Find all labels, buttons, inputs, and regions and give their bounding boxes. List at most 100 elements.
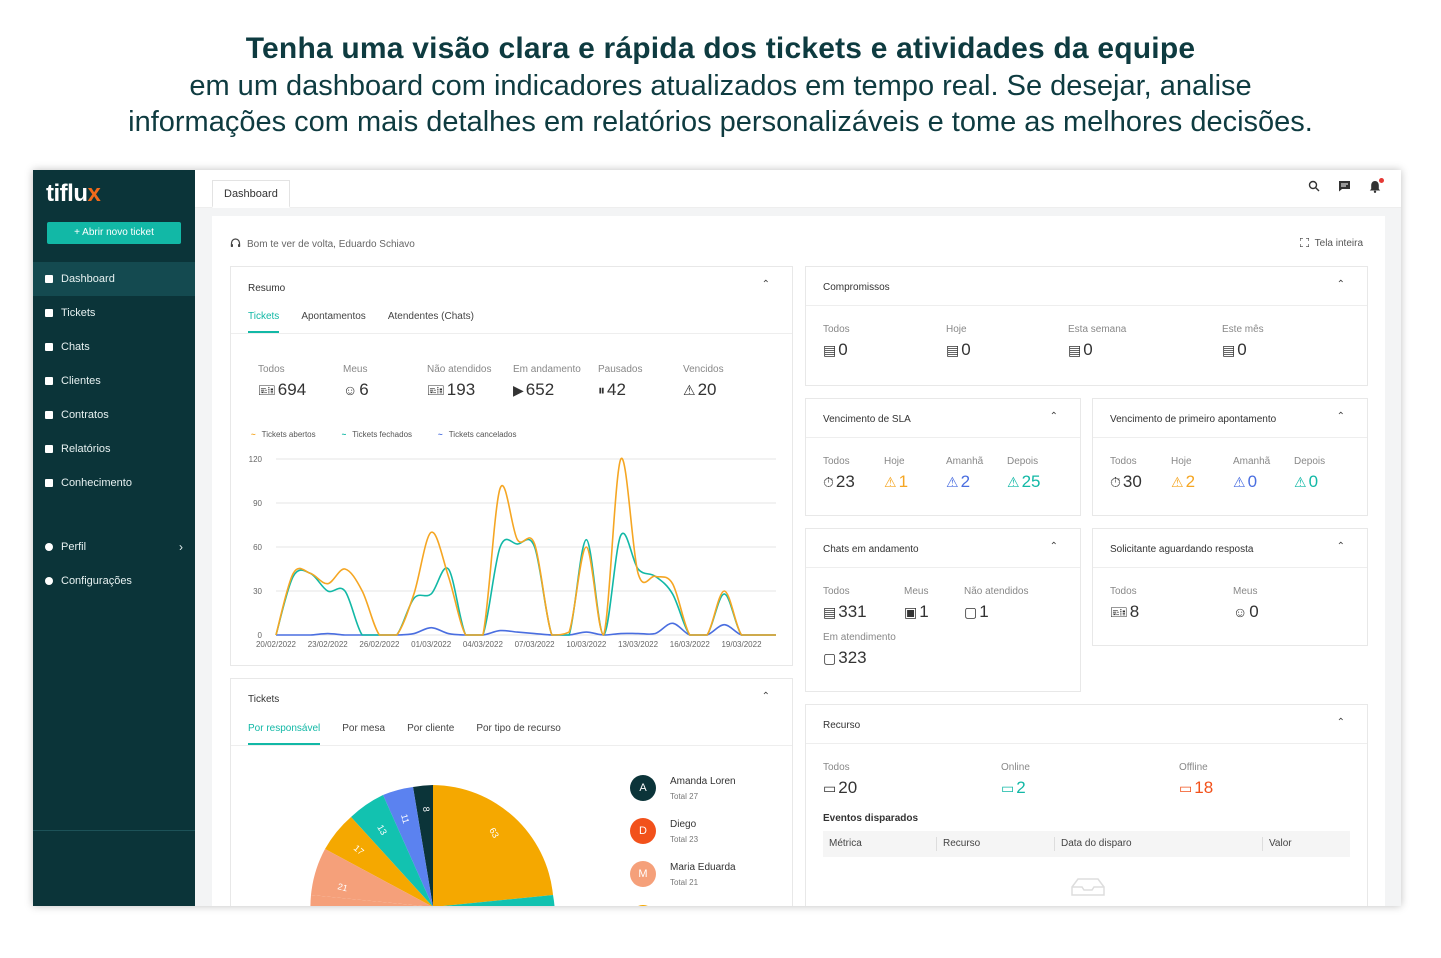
person-amanda[interactable]: A Amanda Loren Total 27 xyxy=(630,775,736,801)
resumo-title: Resumo xyxy=(248,283,286,294)
devices-icon: ▭ xyxy=(823,779,837,796)
chart-legend: ~ Tickets abertos ~ Tickets fechados ~ Tick… xyxy=(251,430,516,439)
x-tick-label: 20/02/2022 xyxy=(256,640,297,649)
sidebar-item-relatorios[interactable]: Relatórios xyxy=(33,432,195,466)
col-metrica[interactable]: Métrica xyxy=(823,837,937,851)
fullscreen-button[interactable]: Tela inteira xyxy=(1299,237,1363,249)
sidebar-divider xyxy=(33,830,195,831)
stat-em-andamento[interactable]: Em andamento ▶︎ 652 xyxy=(513,364,581,399)
legend-fechados[interactable]: ~ Tickets fechados xyxy=(341,430,413,439)
tab-por-mesa[interactable]: Por mesa xyxy=(342,723,386,734)
chevron-up-icon[interactable]: ⌃ xyxy=(1336,717,1345,728)
tab-por-cliente[interactable]: Por cliente xyxy=(407,723,455,734)
search-icon[interactable] xyxy=(1308,180,1320,196)
pie-slice-green xyxy=(443,895,555,906)
compromissos-mes[interactable]: Este mês ▤ 0 xyxy=(1222,324,1264,359)
legend-cancelados[interactable]: ~ Tickets cancelados xyxy=(438,430,517,439)
pie-label-8: 8 xyxy=(421,806,431,812)
chevron-up-icon[interactable]: ⌃ xyxy=(1336,541,1345,552)
stat-meus[interactable]: Meus ☺︎ 6 xyxy=(343,364,369,399)
tab-tickets[interactable]: Tickets xyxy=(248,311,280,333)
solicitante-card: Solicitante aguardando resposta ⌃ Todos 🎫… xyxy=(1092,528,1368,646)
tab-dashboard[interactable]: Dashboard xyxy=(212,180,290,208)
chevron-up-icon[interactable]: ⌃ xyxy=(761,691,770,702)
sidebar-item-perfil[interactable]: Perfil › xyxy=(33,530,195,564)
message-icon[interactable] xyxy=(1338,180,1351,196)
tab-por-responsavel[interactable]: Por responsável xyxy=(248,723,321,745)
person-diego[interactable]: D Diego Total 23 xyxy=(630,818,698,844)
series-line-tickets-cancelados xyxy=(276,622,776,636)
sidebar-item-conhecimento[interactable]: Conhecimento xyxy=(33,466,195,500)
chats-em-atendimento[interactable]: Em atendimento ▢ 323 xyxy=(823,632,896,667)
sidebar-item-chats[interactable]: Chats xyxy=(33,330,195,364)
legend-abertos[interactable]: ~ Tickets abertos xyxy=(251,430,316,439)
warning-icon: ⚠︎ xyxy=(1007,473,1020,490)
new-ticket-button[interactable]: + Abrir novo ticket xyxy=(47,222,181,244)
compromissos-todos[interactable]: Todos ▤ 0 xyxy=(823,324,850,359)
sidebar-item-tickets[interactable]: Tickets xyxy=(33,296,195,330)
y-tick-label: 0 xyxy=(258,631,263,640)
hero-banner: Tenha uma visão clara e rápida dos ticke… xyxy=(0,30,1441,140)
stat-todos[interactable]: Todos 🎫︎ 694 xyxy=(258,364,307,399)
primeiro-depois[interactable]: Depois ⚠︎ 0 xyxy=(1294,456,1326,491)
chevron-up-icon[interactable]: ⌃ xyxy=(1336,411,1345,422)
recurso-todos[interactable]: Todos ▭ 20 xyxy=(823,762,858,797)
chats-meus[interactable]: Meus ▣ 1 xyxy=(904,586,929,621)
app-window: tiflux + Abrir novo ticket Dashboard Tic… xyxy=(33,170,1401,906)
warning-icon: ⚠︎ xyxy=(884,473,897,490)
stat-pausados[interactable]: Pausados ⏸︎ 42 xyxy=(598,364,643,399)
chevron-up-icon[interactable]: ⌃ xyxy=(1336,279,1345,290)
user-circle-icon: ☺︎ xyxy=(343,382,358,398)
sla-amanha[interactable]: Amanhã ⚠︎ 2 xyxy=(946,456,984,491)
topbar: Dashboard xyxy=(195,170,1401,208)
chats-nao-atendidos[interactable]: Não atendidos ▢ 1 xyxy=(964,586,1029,621)
primeiro-hoje[interactable]: Hoje ⚠︎ 2 xyxy=(1171,456,1196,491)
col-recurso[interactable]: Recurso xyxy=(937,837,1055,851)
solicitante-meus[interactable]: Meus ☺︎ 0 xyxy=(1233,586,1259,621)
sla-title: Vencimento de SLA xyxy=(823,414,911,425)
solicitante-todos[interactable]: Todos 🎫︎ 8 xyxy=(1110,586,1140,621)
avatar: A xyxy=(630,775,656,801)
primeiro-amanha[interactable]: Amanhã ⚠︎ 0 xyxy=(1233,456,1271,491)
avatar xyxy=(630,905,656,906)
sla-depois[interactable]: Depois ⚠︎ 25 xyxy=(1007,456,1041,491)
chevron-right-icon: › xyxy=(179,540,183,554)
sidebar-item-configuracoes[interactable]: Configurações xyxy=(33,564,195,598)
col-valor[interactable]: Valor xyxy=(1269,838,1292,849)
user-circle-icon: ☺︎ xyxy=(1233,604,1248,620)
hero-line-2: informações com mais detalhes em relatór… xyxy=(128,106,1313,138)
stat-vencidos[interactable]: Vencidos ⚠︎ 20 xyxy=(683,364,724,399)
tab-por-tipo-recurso[interactable]: Por tipo de recurso xyxy=(476,723,561,734)
pie-slice-63 xyxy=(433,785,553,906)
sidebar-item-contratos[interactable]: Contratos xyxy=(33,398,195,432)
sla-todos[interactable]: Todos ⏱︎ 23 xyxy=(823,456,855,491)
gear-icon xyxy=(45,577,53,585)
compromissos-hoje[interactable]: Hoje ▤ 0 xyxy=(946,324,971,359)
chats-card: Chats em andamento ⌃ Todos ▤ 331 Meus ▣ 1 Nã… xyxy=(805,528,1081,692)
primeiro-title: Vencimento de primeiro apontamento xyxy=(1110,414,1277,425)
stat-nao-atendidos[interactable]: Não atendidos 🎫︎ 193 xyxy=(427,364,492,399)
sla-hoje[interactable]: Hoje ⚠︎ 1 xyxy=(884,456,909,491)
recurso-title: Recurso xyxy=(823,720,861,731)
tab-apontamentos[interactable]: Apontamentos xyxy=(301,311,366,322)
x-tick-label: 23/02/2022 xyxy=(308,640,349,649)
sidebar-item-clientes[interactable]: Clientes xyxy=(33,364,195,398)
primeiro-todos[interactable]: Todos ⏱︎ 30 xyxy=(1110,456,1142,491)
chevron-up-icon[interactable]: ⌃ xyxy=(1049,541,1058,552)
warning-icon: ⚠︎ xyxy=(1171,473,1184,490)
chats-todos[interactable]: Todos ▤ 331 xyxy=(823,586,867,621)
bell-icon[interactable] xyxy=(1369,178,1384,196)
col-data-disparo[interactable]: Data do disparo xyxy=(1055,837,1263,851)
headset-icon xyxy=(230,238,241,247)
sidebar-item-dashboard[interactable]: Dashboard xyxy=(33,262,195,296)
series-line-tickets-fechados xyxy=(275,532,776,636)
x-tick-label: 13/03/2022 xyxy=(618,640,659,649)
person-maria[interactable]: M Maria Eduarda Total 21 xyxy=(630,861,736,887)
recurso-online[interactable]: Online ▭ 2 xyxy=(1001,762,1030,797)
tab-atendentes[interactable]: Atendentes (Chats) xyxy=(387,311,474,322)
recurso-offline[interactable]: Offline ▭ 18 xyxy=(1179,762,1214,797)
pie-label-21: 21 xyxy=(336,881,348,893)
chevron-up-icon[interactable]: ⌃ xyxy=(1049,411,1058,422)
compromissos-semana[interactable]: Esta semana ▤ 0 xyxy=(1068,324,1127,359)
chevron-up-icon[interactable]: ⌃ xyxy=(761,279,770,290)
